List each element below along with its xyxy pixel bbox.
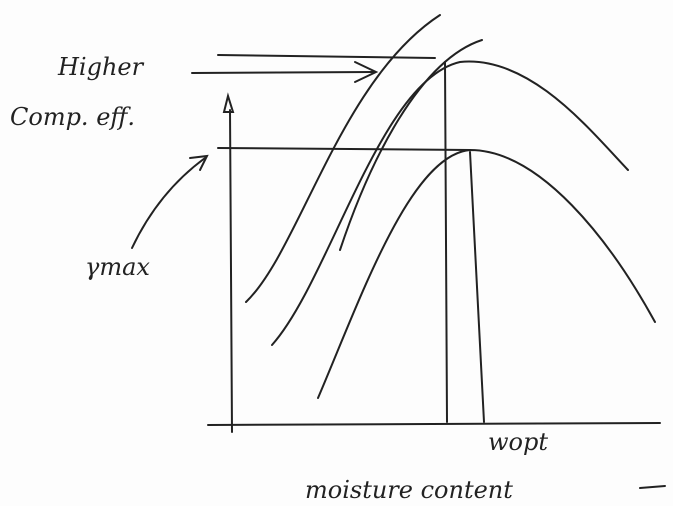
comp-eff-label: Comp. eff.: [10, 103, 135, 131]
w-opt-label: wopt: [488, 428, 548, 456]
arrow-shaft: [192, 72, 375, 73]
diagram: Higher Comp. eff. γmax wopt moisture con…: [0, 0, 673, 506]
higher-label: Higher: [57, 53, 145, 81]
x-axis-label: moisture content: [305, 476, 513, 504]
gamma-max-label: γmax: [85, 253, 150, 281]
